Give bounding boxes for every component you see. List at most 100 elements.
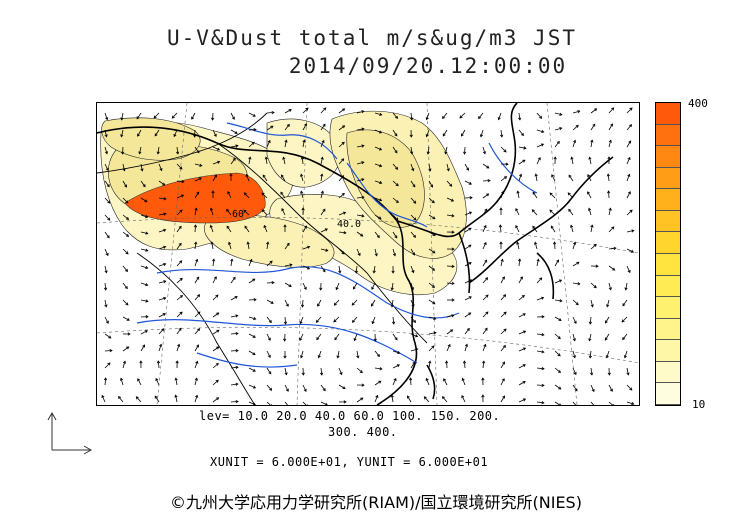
wind-vector-head [450,198,455,202]
wind-vector [300,174,304,182]
wind-vector-head [501,190,505,194]
wind-vector [356,367,363,373]
wind-vector-field [101,107,635,405]
wind-vector-head [338,270,342,274]
wind-vector-head [135,396,139,400]
wind-vector-head [484,208,488,212]
wind-vector-head [391,270,395,274]
wind-vector [554,384,562,390]
wind-vector [482,208,488,216]
wind-vector-head [136,116,140,120]
wind-vector [248,112,256,117]
wind-vector-head [322,123,326,127]
wind-vector-head [522,330,527,334]
wind-vector [302,299,304,308]
wind-vector [498,112,502,120]
wind-vector [248,350,256,355]
wind-vector-head [226,225,230,229]
wind-vector-head [541,383,545,388]
wind-vector-head [282,156,286,160]
wind-vector [549,209,556,216]
wind-vector [230,145,238,148]
wind-vector-head [499,241,503,245]
wind-vector-head [125,302,129,306]
wind-vector [140,299,148,302]
wind-vector [608,226,615,233]
wind-vector [139,146,142,154]
wind-vector [482,225,487,233]
wind-vector [212,380,219,386]
wind-vector [243,209,250,216]
wind-vector-head [252,278,256,282]
wind-vector [554,350,561,357]
wind-vector [572,242,576,250]
wind-vector-head [262,174,266,178]
wind-vector [354,333,358,341]
wind-vector-head [103,287,108,291]
wind-vector [589,350,592,358]
wind-vector-head [556,259,559,263]
wind-vector [500,259,503,267]
wind-vector [410,282,414,290]
copyright-notice: ©九州大学応用力学研究所(RIAM)/国立環境研究所(NIES) [170,493,582,512]
wind-vector [266,140,271,148]
wind-vector [122,248,129,255]
wind-vector [194,259,198,267]
wind-vector [283,157,286,165]
wind-vector [262,174,268,182]
wind-vector-head [281,174,284,178]
wind-vector-head [624,287,628,291]
wind-vector-head [451,214,455,218]
wind-vector-head [252,368,256,372]
wind-vector-head [213,133,217,138]
wind-vector [158,313,166,318]
wind-vector [302,123,307,131]
dust-map: 60 40.0 [97,103,639,405]
wind-vector [284,316,286,325]
wind-vector-head [156,360,161,364]
wind-vector-head [211,117,215,121]
wind-vector [320,174,323,182]
wind-vector-head [105,117,109,121]
wind-vector-head [485,294,489,298]
wind-vector [608,208,611,216]
wind-vector [551,174,556,182]
wind-vector [374,367,382,370]
wind-vector [624,350,628,358]
wind-vector-head [590,224,594,228]
wind-vector [572,299,579,305]
wind-vector-head [412,319,417,324]
wind-vector-head [209,207,214,211]
wind-vector-head [610,123,613,127]
wind-vector-head [499,134,504,138]
wind-vector [372,316,376,324]
wind-vector [230,259,233,267]
wind-vector-head [503,176,508,180]
wind-vector-head [442,133,446,137]
wind-vector-head [252,402,256,405]
wind-vector [589,333,592,341]
wind-vector-head [235,314,239,318]
wind-vector-head [288,284,292,287]
wind-vector [572,125,579,131]
wind-vector-head [283,338,287,342]
wind-vector [175,395,178,403]
wind-vector-head [138,151,142,155]
wind-vector [104,163,109,171]
wind-vector [536,333,544,336]
wind-vector [626,367,629,375]
wind-vector [482,277,488,284]
wind-vector [266,401,271,405]
wind-vector [410,214,417,221]
wind-vector-head [321,139,325,144]
wind-vector-head [361,214,365,218]
wind-vector-head [267,337,271,341]
wind-vector-head [622,303,626,307]
wind-vector [480,129,484,137]
wind-vector [140,197,148,203]
wind-vector-head [441,396,445,400]
wind-vector-head [425,134,429,138]
wind-vector-head [503,294,507,298]
wind-vector-head [325,248,329,252]
wind-vector [518,313,526,318]
